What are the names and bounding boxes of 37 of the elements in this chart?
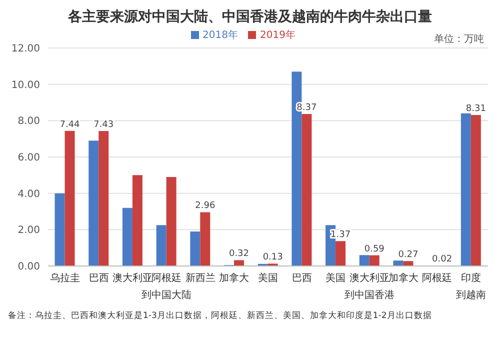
data-label: 2.96	[195, 201, 216, 212]
data-label: 0.13	[262, 252, 283, 263]
x-tick-label: 澳大利亚	[112, 272, 153, 284]
x-tick-label: 巴西	[88, 273, 109, 284]
y-tick-label: 4.00	[18, 188, 40, 200]
chart-title: 各主要来源对中国大陆、中国香港及越南的牛肉牛杂出口量	[66, 8, 433, 26]
x-tick-label: 加拿大	[388, 272, 418, 284]
data-label: 0.59	[364, 244, 385, 254]
data-label: 0.32	[228, 249, 250, 260]
x-tick-label: 美国	[258, 272, 278, 284]
x-tick-label: 巴西	[292, 273, 312, 284]
y-tick-label: 2.00	[18, 225, 40, 236]
y-tick-label: 10.00	[11, 80, 40, 91]
y-tick-label: 8.00	[18, 116, 40, 128]
legend-label: 2018年	[202, 30, 238, 41]
x-tick-label: 新西兰	[185, 272, 216, 284]
data-label: 8.31	[466, 104, 486, 114]
text: 备注：乌拉圭、巴西和澳大利亚是1-3月出口数据，阿根廷、新西兰、美国、加拿大和印度是1-2月出口数据	[8, 310, 433, 322]
x-tick-label: 澳大利亚	[350, 272, 390, 284]
data-label: 7.43	[94, 120, 114, 130]
data-label: 0.27	[398, 250, 418, 260]
data-label: 0.02	[432, 254, 452, 265]
legend-label: 2019年	[260, 30, 296, 41]
x-tick-label: 美国	[326, 272, 346, 284]
text: 单位：万吨	[434, 32, 484, 46]
y-tick-label: 12.00	[11, 44, 40, 55]
x-tick-label: 阿根廷	[151, 272, 182, 284]
data-label: 7.44	[60, 120, 80, 130]
y-tick-label: 0.00	[18, 262, 40, 273]
x-tick-label: 乌拉圭	[50, 272, 80, 284]
x-tick-label: 印度	[461, 272, 482, 284]
text: 到中国香港	[344, 288, 396, 302]
text: 到越南	[455, 288, 488, 302]
y-tick-label: 6.00	[18, 152, 40, 164]
x-tick-label: 阿根廷	[422, 272, 452, 284]
text: 到中国大陆	[140, 288, 192, 302]
x-tick-label: 加拿大	[219, 272, 250, 284]
